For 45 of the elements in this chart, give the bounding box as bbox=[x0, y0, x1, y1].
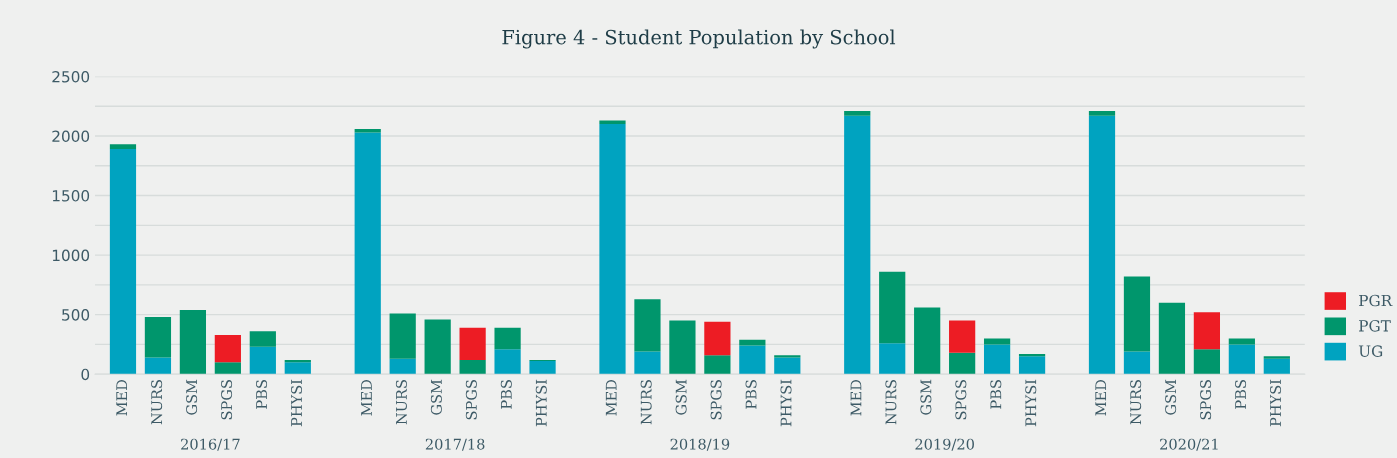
x-tick-label: NURS bbox=[640, 380, 652, 425]
x-tick-label: PBS bbox=[1235, 380, 1247, 409]
y-tick-label: 1000 bbox=[52, 249, 90, 262]
x-tick-label: PHYSI bbox=[535, 379, 547, 427]
x-tick-label: PBS bbox=[990, 380, 1002, 409]
x-tick-label: PHYSI bbox=[1025, 379, 1037, 427]
x-tick-label: SPGS bbox=[221, 380, 233, 420]
y-tick-label: 2000 bbox=[52, 130, 90, 143]
text: 2016/17 bbox=[181, 438, 240, 451]
y-tick-label: 2500 bbox=[52, 70, 90, 83]
text: 2019/20 bbox=[915, 438, 974, 451]
x-tick-label: GSM bbox=[430, 379, 442, 415]
y-tick-label: 0 bbox=[81, 368, 90, 381]
x-tick-label: SPGS bbox=[1200, 380, 1212, 420]
text: 2017/18 bbox=[425, 438, 485, 451]
x-tick-label: SPGS bbox=[955, 380, 967, 420]
x-tick-label: GSM bbox=[920, 379, 932, 415]
x-tick-label: GSM bbox=[675, 379, 687, 415]
x-tick-label: NURS bbox=[1130, 380, 1142, 425]
x-tick-label: PBS bbox=[500, 380, 512, 409]
x-tick-label: GSM bbox=[1165, 379, 1177, 415]
legend-label: PGR bbox=[1359, 294, 1393, 307]
x-tick-label: MED bbox=[1095, 379, 1107, 416]
x-tick-label: SPGS bbox=[710, 380, 722, 420]
y-tick-label: 500 bbox=[62, 309, 90, 321]
x-tick-label: PHYSI bbox=[1270, 379, 1282, 427]
x-tick-label: MED bbox=[361, 379, 372, 416]
x-tick-label: NURS bbox=[151, 380, 163, 425]
legend-label: PGT bbox=[1359, 320, 1391, 332]
x-tick-label: MED bbox=[116, 379, 127, 416]
x-tick-label: MED bbox=[605, 379, 617, 416]
text: 2020/21 bbox=[1160, 438, 1218, 451]
y-tick-label: 1500 bbox=[52, 190, 90, 202]
x-tick-label: PHYSI bbox=[291, 379, 303, 427]
x-tick-label: SPGS bbox=[465, 380, 477, 420]
legend-label: UG bbox=[1358, 345, 1383, 357]
x-tick-label: NURS bbox=[395, 380, 407, 425]
x-tick-label: PBS bbox=[256, 380, 268, 409]
x-tick-label: NURS bbox=[885, 380, 897, 425]
chart-title: Figure 4 - Student Population by School bbox=[502, 29, 896, 49]
x-tick-label: PHYSI bbox=[780, 379, 792, 427]
x-tick-label: MED bbox=[850, 379, 862, 416]
text: 2018/19 bbox=[670, 438, 730, 451]
x-tick-label: GSM bbox=[186, 379, 198, 415]
x-tick-label: PBS bbox=[745, 380, 757, 409]
